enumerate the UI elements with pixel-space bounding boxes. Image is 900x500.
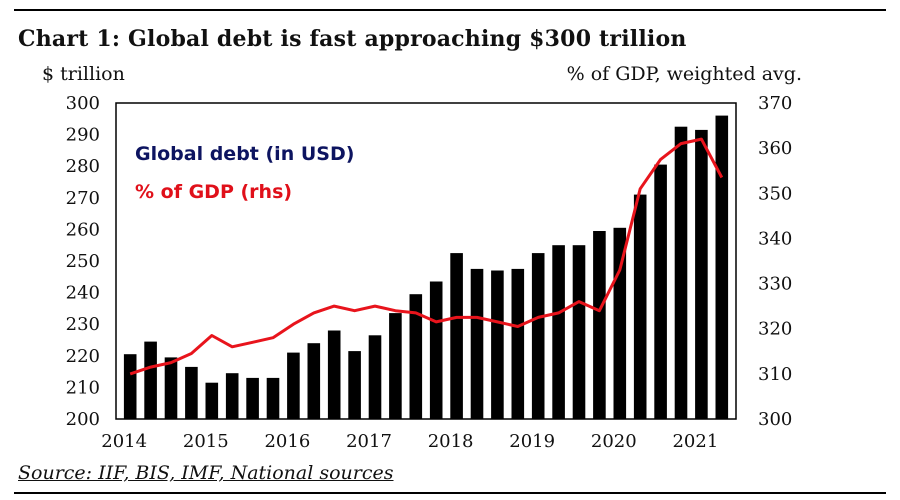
gdp-share-line bbox=[129, 137, 724, 376]
debt-bar bbox=[654, 164, 667, 419]
right-tick-label: 340 bbox=[758, 228, 792, 249]
right-tick-label: 330 bbox=[758, 274, 792, 295]
left-tick-label: 200 bbox=[66, 409, 100, 430]
plot-frame bbox=[115, 102, 737, 420]
debt-bar bbox=[491, 270, 504, 419]
right-axis-unit-label: % of GDP, weighted avg. bbox=[566, 63, 802, 85]
right-tick-label: 350 bbox=[758, 183, 792, 204]
source-note: Source: IIF, BIS, IMF, National sources bbox=[18, 462, 394, 484]
right-tick-label: 360 bbox=[758, 138, 792, 159]
debt-bar bbox=[429, 281, 443, 419]
debt-bar bbox=[695, 129, 708, 419]
x-tick-label: 2015 bbox=[183, 431, 229, 452]
debt-bar bbox=[225, 373, 239, 419]
top-rule bbox=[14, 9, 886, 11]
legend-debt: Global debt (in USD) bbox=[135, 143, 354, 165]
debt-bar bbox=[674, 126, 688, 419]
chart-title: Chart 1: Global debt is fast approaching… bbox=[18, 26, 687, 52]
left-tick-label: 250 bbox=[66, 251, 100, 272]
left-tick-label: 240 bbox=[66, 283, 100, 304]
debt-bar bbox=[715, 115, 729, 419]
debt-bar bbox=[531, 253, 545, 419]
debt-bar bbox=[633, 194, 647, 419]
debt-bar bbox=[307, 343, 321, 419]
left-tick-label: 270 bbox=[66, 188, 100, 209]
debt-bar bbox=[470, 268, 484, 419]
debt-bar bbox=[368, 335, 382, 419]
left-tick-label: 260 bbox=[66, 219, 100, 240]
debt-bar bbox=[246, 377, 259, 419]
debt-bars bbox=[123, 115, 729, 419]
debt-bar bbox=[327, 330, 341, 419]
x-tick-label: 2021 bbox=[672, 431, 718, 452]
debt-bar bbox=[185, 366, 198, 419]
left-tick-label: 280 bbox=[66, 156, 100, 177]
debt-bar bbox=[389, 313, 402, 419]
x-tick-label: 2019 bbox=[509, 431, 555, 452]
left-axis-ticks: 200 210 220 230 240 250 260 270 280 290 300 bbox=[66, 93, 100, 430]
debt-bar bbox=[164, 357, 178, 419]
left-tick-label: 300 bbox=[66, 93, 100, 114]
right-axis-ticks: 300 310 320 330 340 350 360 370 bbox=[758, 93, 792, 430]
debt-bar bbox=[511, 268, 525, 419]
debt-bar bbox=[266, 377, 280, 419]
legend-gdp-share: % of GDP (rhs) bbox=[135, 181, 292, 203]
x-tick-label: 2017 bbox=[346, 431, 392, 452]
debt-bar bbox=[409, 294, 423, 419]
left-tick-label: 220 bbox=[66, 346, 100, 367]
left-tick-label: 210 bbox=[66, 377, 100, 398]
debt-bar bbox=[572, 245, 586, 419]
x-axis-ticks: 2014 2015 2016 2017 2018 2019 2020 2021 bbox=[101, 431, 718, 452]
x-tick-label: 2014 bbox=[101, 431, 147, 452]
left-tick-label: 290 bbox=[66, 125, 100, 146]
debt-bar bbox=[123, 354, 137, 419]
debt-bar bbox=[144, 341, 157, 419]
right-tick-label: 320 bbox=[758, 319, 792, 340]
left-axis-unit-label: $ trillion bbox=[42, 63, 125, 85]
right-tick-label: 300 bbox=[758, 409, 792, 430]
x-tick-label: 2018 bbox=[428, 431, 474, 452]
debt-bar bbox=[450, 253, 463, 419]
debt-bar bbox=[593, 231, 606, 419]
right-tick-label: 310 bbox=[758, 364, 792, 385]
x-tick-label: 2016 bbox=[264, 431, 310, 452]
debt-bar bbox=[348, 351, 361, 419]
x-tick-label: 2020 bbox=[591, 431, 637, 452]
right-tick-label: 370 bbox=[758, 93, 792, 114]
bottom-rule bbox=[14, 492, 886, 494]
debt-bar bbox=[287, 352, 300, 419]
debt-bar bbox=[205, 382, 219, 419]
debt-bar bbox=[552, 245, 565, 419]
left-tick-label: 230 bbox=[66, 314, 100, 335]
